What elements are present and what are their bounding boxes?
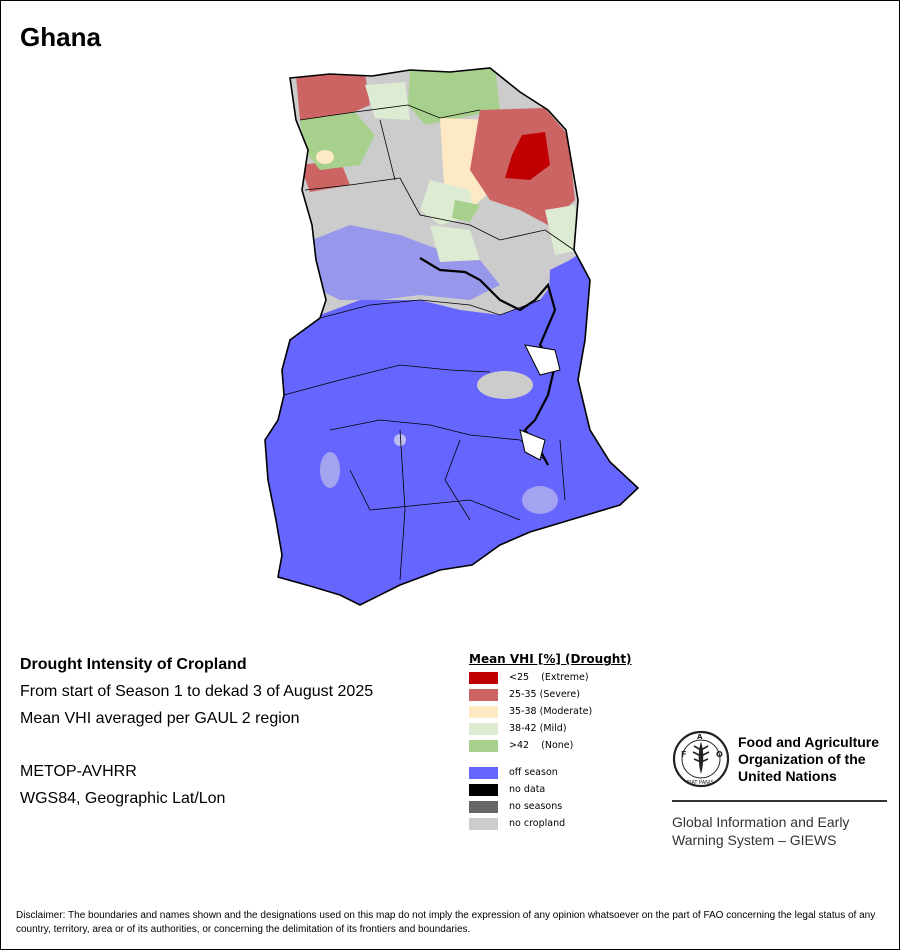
info-sensor: METOP-AVHRR: [20, 763, 137, 780]
legend-label: no seasons: [509, 801, 563, 812]
giews-line2: Warning System – GIEWS: [672, 832, 837, 848]
fao-name-line2: Organization of the: [738, 751, 866, 767]
ghana-map: [264, 67, 640, 606]
info-period: From start of Season 1 to dekad 3 of Aug…: [20, 683, 374, 700]
legend-item-no-data: no data: [469, 781, 632, 798]
fao-name-line3: United Nations: [738, 768, 837, 784]
legend-swatch: [469, 783, 498, 796]
legend: Mean VHI [%] (Drought) <25 (Extreme) 25-…: [469, 652, 632, 832]
legend-label: 35-38 (Moderate): [509, 706, 593, 717]
legend-item-mild: 38-42 (Mild): [469, 720, 632, 737]
legend-label: off season: [509, 767, 558, 778]
legend-title: Mean VHI [%] (Drought): [469, 652, 632, 666]
info-method: Mean VHI averaged per GAUL 2 region: [20, 710, 300, 727]
legend-swatch: [469, 739, 498, 752]
svg-text:FIAT PANIS: FIAT PANIS: [687, 780, 714, 786]
map-title: Ghana: [20, 22, 101, 52]
legend-item-extreme: <25 (Extreme): [469, 669, 632, 686]
info-heading: Drought Intensity of Cropland: [20, 656, 247, 673]
legend-swatch: [469, 671, 498, 684]
legend-label: <25 (Extreme): [509, 672, 589, 683]
legend-swatch: [469, 688, 498, 701]
legend-item-none: >42 (None): [469, 737, 632, 754]
legend-item-no-cropland: no cropland: [469, 815, 632, 832]
legend-swatch: [469, 766, 498, 779]
legend-swatch: [469, 722, 498, 735]
legend-item-no-seasons: no seasons: [469, 798, 632, 815]
legend-label: no data: [509, 784, 546, 795]
legend-label: no cropland: [509, 818, 566, 829]
svg-text:F: F: [681, 750, 686, 759]
fao-name: Food and Agriculture Organization of the…: [738, 734, 898, 785]
fao-name-line1: Food and Agriculture: [738, 734, 880, 750]
legend-item-moderate: 35-38 (Moderate): [469, 703, 632, 720]
giews-text: Global Information and Early Warning Sys…: [672, 813, 849, 849]
legend-item-off-season: off season: [469, 764, 632, 781]
fao-divider: [672, 800, 887, 802]
legend-item-severe: 25-35 (Severe): [469, 686, 632, 703]
info-projection: WGS84, Geographic Lat/Lon: [20, 790, 226, 807]
fao-emblem-icon: F A O FIAT PANIS: [672, 730, 730, 788]
legend-label: >42 (None): [509, 740, 574, 751]
giews-line1: Global Information and Early: [672, 814, 850, 830]
legend-label: 38-42 (Mild): [509, 723, 567, 734]
legend-swatch: [469, 800, 498, 813]
svg-text:O: O: [716, 750, 723, 759]
disclaimer: Disclaimer: The boundaries and names sho…: [16, 910, 876, 935]
legend-label: 25-35 (Severe): [509, 689, 580, 700]
legend-swatch: [469, 817, 498, 830]
svg-text:A: A: [697, 733, 703, 741]
legend-swatch: [469, 705, 498, 718]
map-info: Drought Intensity of Cropland From start…: [20, 656, 373, 817]
